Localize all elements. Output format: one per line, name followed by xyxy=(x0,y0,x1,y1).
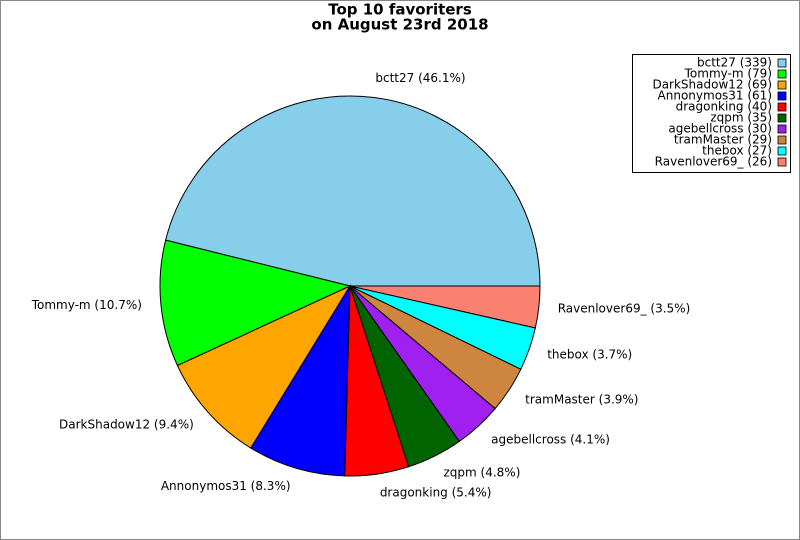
legend-label: bctt27 (339) xyxy=(697,56,772,70)
legend-label: Tommy-m (79) xyxy=(684,67,772,81)
legend-swatch xyxy=(777,102,787,112)
slice-label: DarkShadow12 (9.4%) xyxy=(59,417,194,431)
legend-label: DarkShadow12 (69) xyxy=(652,78,772,92)
legend-swatch xyxy=(777,157,787,167)
slice-label: tramMaster (3.9%) xyxy=(525,393,638,407)
legend-box xyxy=(632,54,791,173)
chart-title: Top 10 favoriters xyxy=(328,1,472,19)
chart-subtitle: on August 23rd 2018 xyxy=(311,16,488,34)
legend-swatch xyxy=(777,135,787,145)
legend-label: Annonymos31 (61) xyxy=(658,89,772,103)
legend-label: zqpm (35) xyxy=(710,111,772,125)
legend-label: agebellcross (30) xyxy=(668,122,772,136)
legend-label: tramMaster (29) xyxy=(674,133,772,147)
slice-label: agebellcross (4.1%) xyxy=(491,433,610,447)
pie-slice xyxy=(250,284,351,477)
slice-label: thebox (3.7%) xyxy=(547,348,632,362)
legend-swatch xyxy=(777,80,787,90)
legend-swatch xyxy=(777,146,787,156)
pie-slice xyxy=(159,239,352,367)
legend-label: thebox (27) xyxy=(702,144,772,158)
legend-label: dragonking (40) xyxy=(676,100,772,114)
pie-slice xyxy=(349,285,541,329)
pie-slice xyxy=(165,95,541,287)
slice-label: bctt27 (46.1%) xyxy=(375,71,465,85)
legend-swatch xyxy=(777,124,787,134)
legend-swatch xyxy=(777,58,787,68)
slice-label: Ravenlover69_ (3.5%) xyxy=(558,302,691,316)
legend-swatch xyxy=(777,91,787,101)
legend-label: Ravenlover69_ (26) xyxy=(655,155,772,169)
legend-swatch xyxy=(777,113,787,123)
slice-label: dragonking (5.4%) xyxy=(380,485,492,499)
slice-label: Annonymos31 (8.3%) xyxy=(161,479,291,493)
slice-label: Tommy-m (10.7%) xyxy=(31,298,142,312)
slice-label: zqpm (4.8%) xyxy=(443,465,520,479)
legend-swatch xyxy=(777,69,787,79)
pie-slice xyxy=(176,284,352,449)
